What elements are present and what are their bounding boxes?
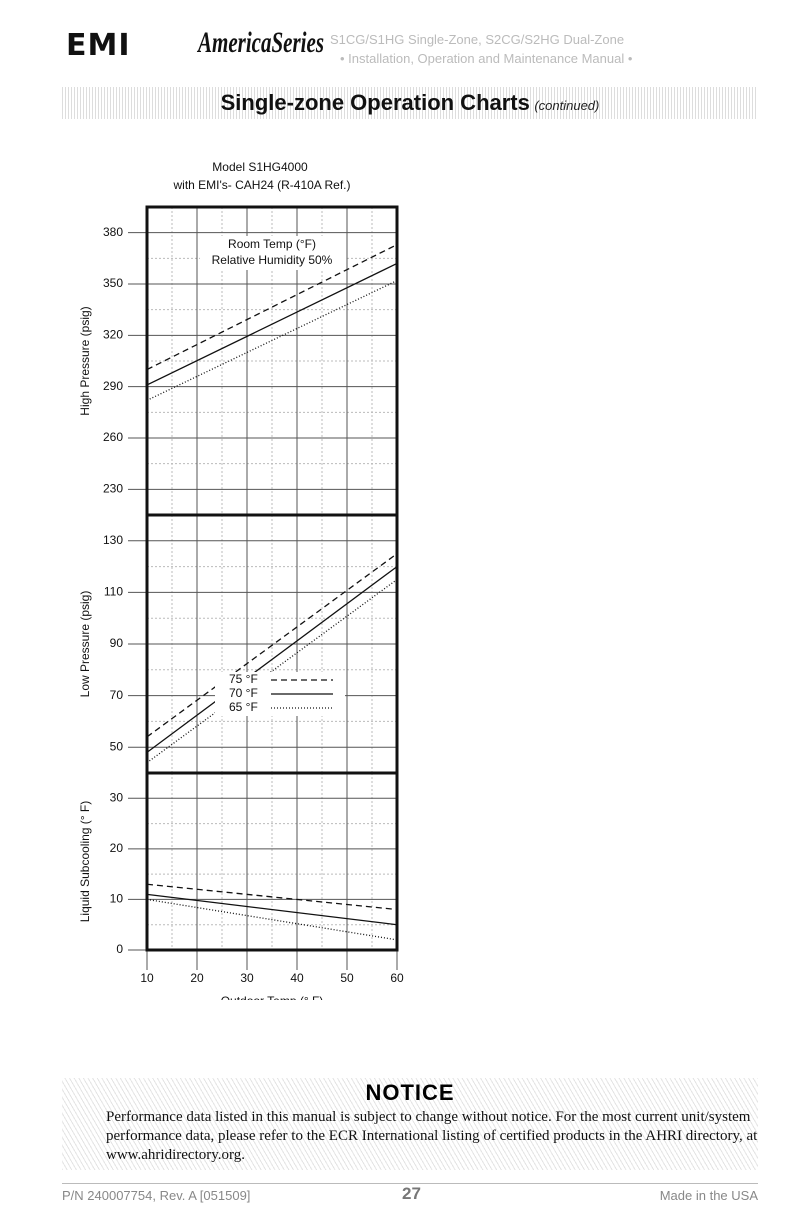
y-tick-label: 230 — [103, 482, 123, 496]
series-line — [146, 553, 398, 738]
section-banner: Single-zone Operation Charts (continued) — [62, 87, 758, 119]
y-tick-label: 90 — [110, 636, 124, 650]
header-line: S1CG/S1HG Single-Zone, S2CG/S2HG Dual-Zo… — [330, 32, 625, 47]
y-tick-label: 350 — [103, 276, 123, 290]
y-tick-label: 110 — [104, 585, 123, 599]
panel-frame — [145, 771, 399, 952]
x-axis-label: Outdoor Temp (° F) — [221, 994, 324, 1000]
notice-text: Performance data listed in this manual i… — [106, 1109, 758, 1163]
y-tick-label: 260 — [103, 430, 123, 444]
series-line — [146, 566, 398, 753]
part-number: P/N 240007754, Rev. A [051509] — [62, 1188, 251, 1203]
series-line — [146, 893, 398, 926]
made-in: Made in the USA — [659, 1188, 758, 1203]
y-tick-label: 320 — [103, 328, 123, 342]
chart-subtitle: with EMI's- CAH24 (R-410A Ref.) — [172, 178, 350, 192]
x-tick-label: 50 — [340, 971, 354, 985]
series-line — [146, 279, 398, 401]
annotation: Room Temp (°F) — [228, 237, 316, 251]
chart: 230 260 290 320 350 380 High Pressure (psig) Mo… — [78, 160, 404, 1000]
annotation: Relative Humidity 50% — [212, 253, 333, 267]
x-tick-label: 20 — [190, 971, 204, 985]
x-tick-label: 40 — [290, 971, 304, 985]
x-tick-label: 60 — [390, 971, 404, 985]
series-line — [146, 578, 398, 764]
header-text: S1CG/S1HG Single-Zone, S2CG/S2HG Dual-Zo… — [330, 30, 730, 68]
series-line — [146, 262, 398, 386]
x-tick-label: 10 — [140, 971, 154, 985]
x-tick-label: 30 — [240, 971, 254, 985]
legend-label: 70 °F — [229, 686, 258, 700]
chart-title: Model S1HG4000 — [212, 160, 308, 174]
y-tick-label: 290 — [103, 379, 123, 393]
y-axis-label: Low Pressure (psig) — [78, 591, 92, 698]
y-axis-label: High Pressure (psig) — [78, 306, 92, 415]
series-line — [146, 898, 398, 941]
legend-label: 75 °F — [229, 672, 258, 686]
header-line: • Installation, Operation and Maintenanc… — [340, 51, 633, 66]
series-line — [146, 244, 398, 371]
y-axis-label: Liquid Subcooling (° F) — [78, 801, 92, 923]
series-line — [146, 883, 398, 911]
y-tick-label: 70 — [110, 688, 124, 702]
series-logo: AmericaSeries — [198, 26, 324, 59]
y-tick-label: 30 — [110, 790, 124, 804]
footer: P/N 240007754, Rev. A [051509] 27 Made i… — [62, 1183, 758, 1203]
y-tick-label: 20 — [110, 841, 124, 855]
notice: NOTICE Performance data listed in this m… — [62, 1078, 758, 1170]
y-tick-label: 10 — [110, 892, 124, 906]
logo: EMI — [66, 28, 131, 63]
y-tick-label: 0 — [116, 942, 123, 956]
y-tick-label: 380 — [103, 225, 123, 239]
legend-label: 65 °F — [229, 700, 258, 714]
y-tick-label: 130 — [103, 533, 123, 547]
section-subtitle: (continued) — [534, 98, 600, 113]
page-number: 27 — [402, 1184, 421, 1203]
section-title: Single-zone Operation Charts — [220, 90, 530, 115]
notice-title: NOTICE — [365, 1080, 455, 1105]
y-tick-label: 50 — [110, 739, 124, 753]
annotation-box — [200, 236, 345, 270]
